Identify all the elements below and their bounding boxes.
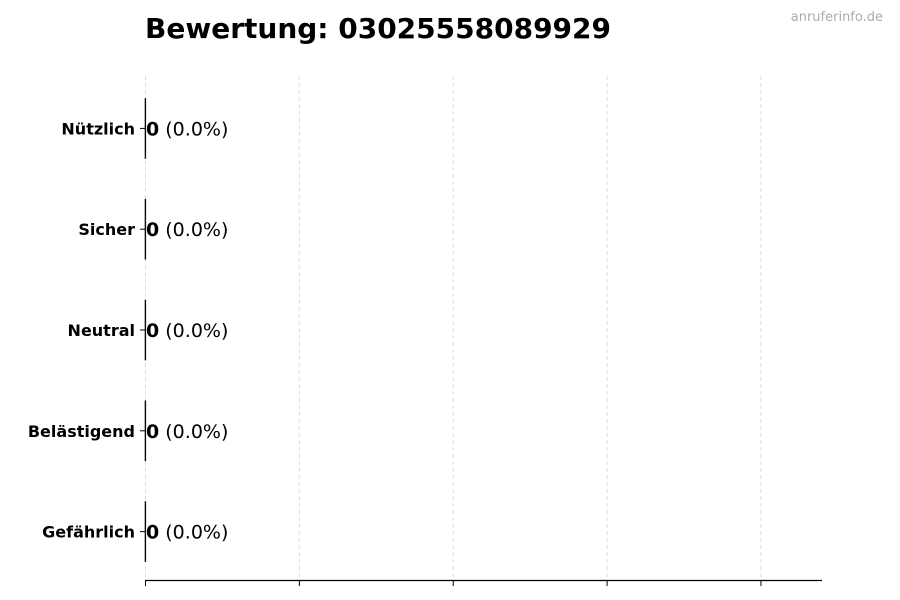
y-tick-label: Nützlich [61,119,135,138]
data-label: 0 (0.0%) [146,421,228,443]
data-label-count: 0 [146,522,159,544]
data-label: 0 (0.0%) [146,320,228,342]
data-label-count: 0 [146,421,159,443]
data-label-count: 0 [146,118,159,140]
data-label-percent: (0.0%) [159,219,228,241]
data-label-count: 0 [146,320,159,342]
data-label: 0 (0.0%) [146,522,228,544]
y-tick-label: Sicher [78,220,135,239]
data-label: 0 (0.0%) [146,118,228,140]
data-label-count: 0 [146,219,159,241]
data-label-percent: (0.0%) [159,421,228,443]
data-label-percent: (0.0%) [159,320,228,342]
chart-title: Bewertung: 03025558089929 [145,12,611,45]
data-label-percent: (0.0%) [159,118,228,140]
y-tick-label: Belästigend [28,422,135,441]
data-label: 0 (0.0%) [146,219,228,241]
y-tick-label: Neutral [68,321,135,340]
watermark: anruferinfo.de [790,10,883,25]
data-label-percent: (0.0%) [159,522,228,544]
y-tick-label: Gefährlich [42,523,135,542]
